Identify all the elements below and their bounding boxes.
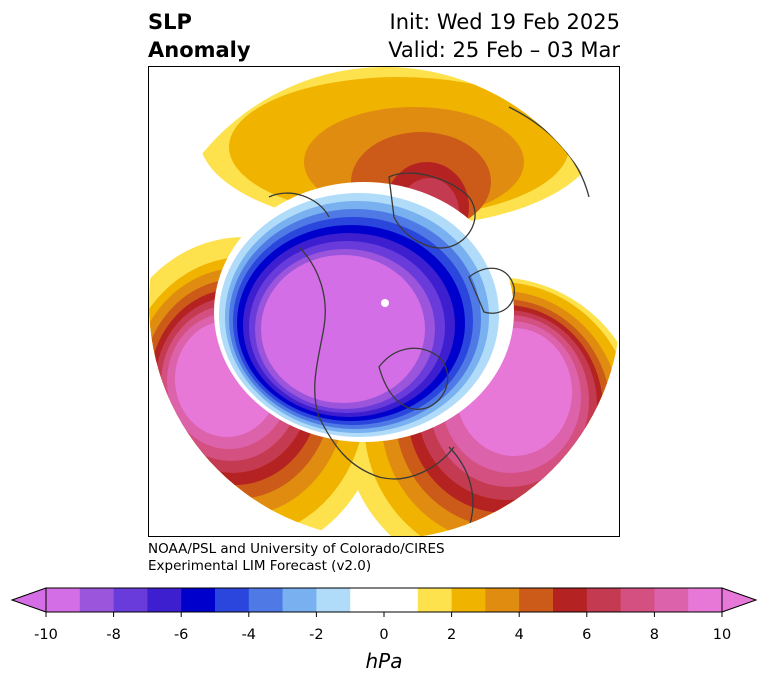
colorbar xyxy=(10,587,758,617)
negative-anomaly-arctic-canada xyxy=(214,182,514,442)
colorbar-segment xyxy=(417,588,453,612)
title-left: SLP Anomaly xyxy=(148,8,251,64)
colorbar-segment xyxy=(282,588,317,612)
colorbar-segment xyxy=(586,588,622,612)
colorbar-tick-label: -6 xyxy=(173,627,189,643)
map-panel xyxy=(148,66,620,537)
colorbar-segment xyxy=(620,588,655,612)
credit-line2: Experimental LIM Forecast (v2.0) xyxy=(148,558,372,574)
colorbar-segment xyxy=(113,588,148,612)
pole-marker xyxy=(381,299,389,307)
colorbar-segment xyxy=(688,588,723,612)
colorbar-segment xyxy=(519,588,554,612)
colorbar-segment xyxy=(654,588,689,612)
colorbar-segment xyxy=(350,588,385,612)
colorbar-segment xyxy=(451,588,486,612)
colorbar-tick-label: 10 xyxy=(712,627,732,643)
colorbar-segment xyxy=(147,588,182,612)
colorbar-segment xyxy=(553,588,588,612)
title-right: Init: Wed 19 Feb 2025 Valid: 25 Feb – 03… xyxy=(388,8,620,64)
colorbar-unit: hPa xyxy=(365,649,403,673)
colorbar-low-extension xyxy=(10,587,47,613)
colorbar-tick-label: 4 xyxy=(514,627,524,643)
colorbar-tick-label: -8 xyxy=(106,627,121,643)
slp-anomaly-map xyxy=(149,67,619,536)
colorbar-tick-label: 2 xyxy=(446,627,457,643)
colorbar-high-extension xyxy=(721,587,758,613)
colorbar-tick-label: 0 xyxy=(379,627,389,643)
colorbar-segment xyxy=(46,588,81,612)
coastlines xyxy=(268,106,590,528)
colorbar-tick-label: 6 xyxy=(582,627,592,643)
credit-line1: NOAA/PSL and University of Colorado/CIRE… xyxy=(148,541,445,557)
colorbar-tick-label: -4 xyxy=(241,627,257,643)
colorbar-segment xyxy=(485,588,520,612)
title-variable: SLP xyxy=(148,10,192,34)
valid-range: Valid: 25 Feb – 03 Mar xyxy=(388,38,620,62)
colorbar-segment xyxy=(215,588,250,612)
colorbar-segment xyxy=(79,588,115,612)
colorbar-ticks xyxy=(45,612,723,617)
colorbar-tick-label: -2 xyxy=(309,627,324,643)
colorbar-tick-label: 8 xyxy=(649,627,660,643)
colorbar-segment xyxy=(248,588,284,612)
colorbar-segments xyxy=(46,588,723,612)
colorbar-segment xyxy=(316,588,351,612)
colorbar-segment xyxy=(384,588,419,612)
colorbar-segment xyxy=(181,588,216,612)
title-quantity: Anomaly xyxy=(148,38,251,62)
colorbar-tick-label: -10 xyxy=(34,627,58,643)
credit-text: NOAA/PSL and University of Colorado/CIRE… xyxy=(148,541,445,575)
init-date: Init: Wed 19 Feb 2025 xyxy=(389,10,620,34)
